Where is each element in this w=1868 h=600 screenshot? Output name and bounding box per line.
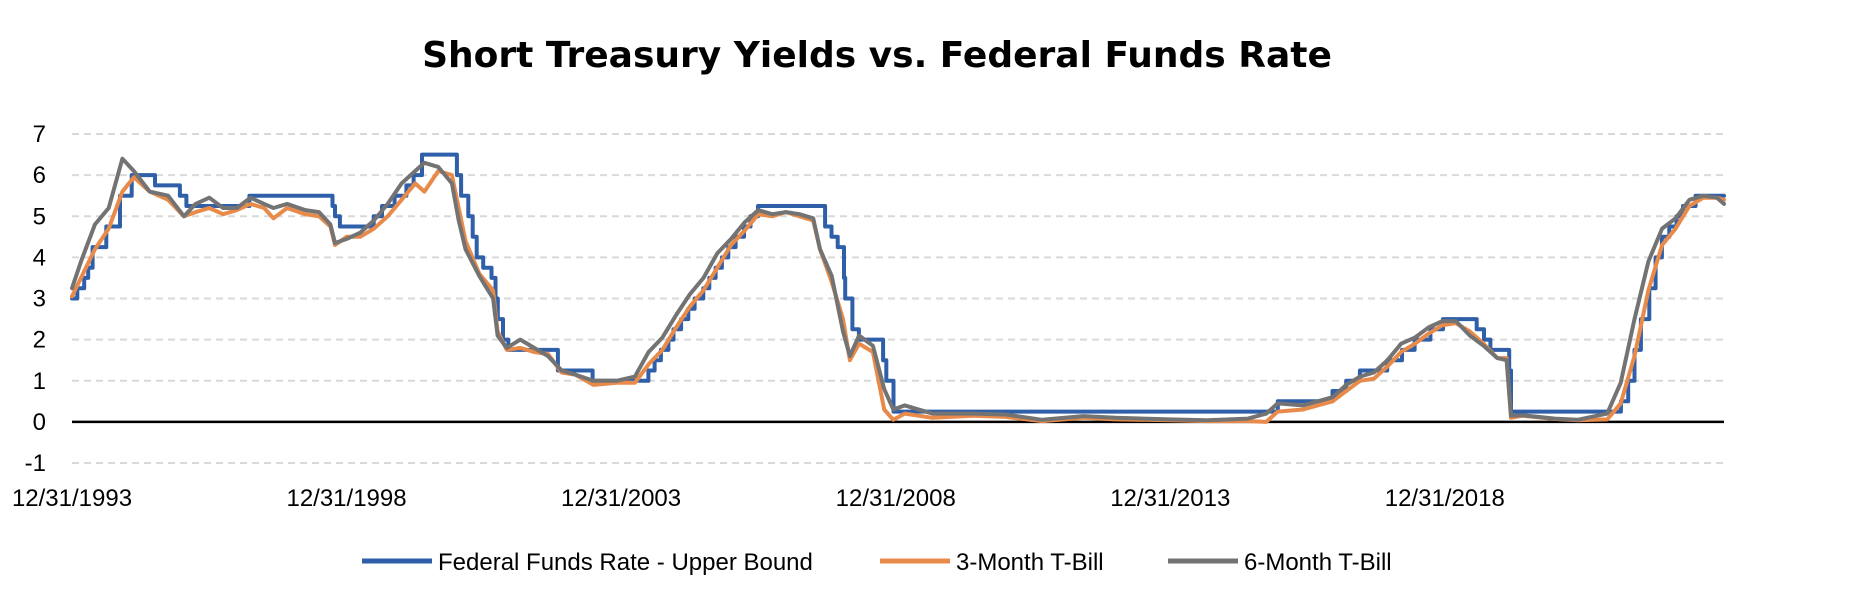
series-lines [70,152,1726,424]
legend-label: 6-Month T-Bill [1244,549,1392,576]
chart-title: Short Treasury Yields vs. Federal Funds … [422,35,1332,76]
y-tick-label: 0 [33,409,46,436]
x-tick-label: 12/31/2008 [836,485,956,512]
x-axis-ticks: 12/31/1993 12/31/1998 12/31/2003 12/31/2008… [12,485,1505,512]
fed-funds-line [70,152,1726,414]
t-bill-6m-line [70,156,1726,423]
legend: Federal Funds Rate - Upper Bound 3-Month … [362,549,1392,576]
y-tick-label: 7 [33,121,46,148]
y-tick-label: 6 [33,162,46,189]
legend-item-6m-t-bill: 6-Month T-Bill [1168,549,1392,576]
legend-item-fed-funds: Federal Funds Rate - Upper Bound [362,549,813,576]
y-tick-label: 2 [33,327,46,354]
x-tick-label: 12/31/2013 [1110,485,1230,512]
y-tick-label: 5 [33,203,46,230]
legend-item-3m-t-bill: 3-Month T-Bill [880,549,1104,576]
x-tick-label: 12/31/1998 [286,485,406,512]
grid-lines [72,133,1724,464]
legend-label: Federal Funds Rate - Upper Bound [438,549,813,576]
t-bill-3m-line [70,169,1726,424]
x-tick-label: 12/31/1993 [12,485,132,512]
y-tick-label: 1 [33,368,46,395]
x-tick-label: 12/31/2003 [561,485,681,512]
y-axis-ticks: 7 6 5 4 3 2 1 0 -1 [25,121,46,477]
x-tick-label: 12/31/2018 [1385,485,1505,512]
y-tick-label: 4 [33,244,46,271]
y-tick-label: -1 [25,450,46,477]
legend-label: 3-Month T-Bill [956,549,1104,576]
y-tick-label: 3 [33,286,46,313]
